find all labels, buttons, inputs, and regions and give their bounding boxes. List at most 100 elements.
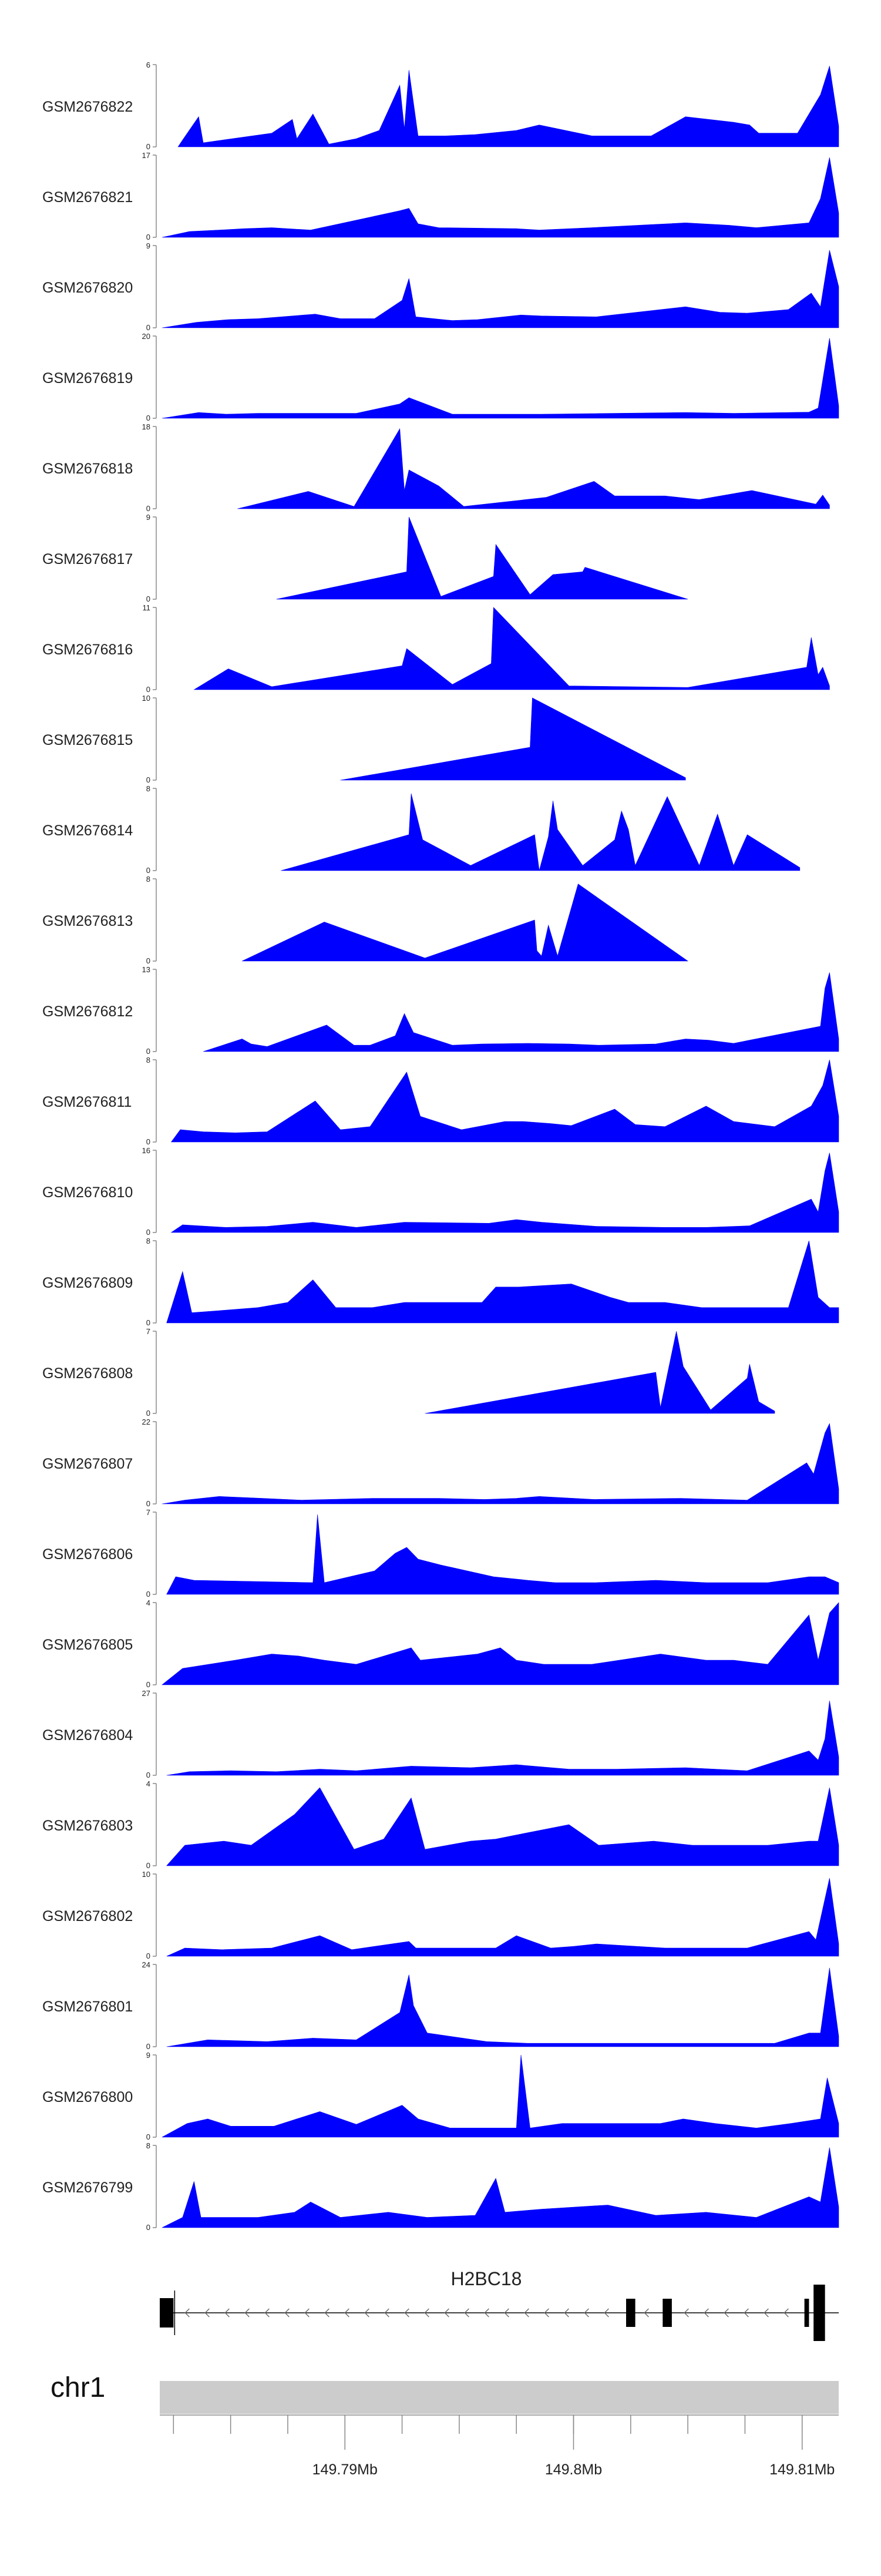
strand-arrow xyxy=(644,2308,649,2318)
track-label: GSM2676809 xyxy=(42,1275,133,1291)
axis-ticks: 149.79Mb 149.8Mb 149.81Mb xyxy=(173,2415,835,2478)
track-yzero-label: 0 xyxy=(146,2132,150,2141)
track-gsm2676816: GSM2676816 11 0 xyxy=(42,603,830,694)
track-yzero-label: 0 xyxy=(146,414,150,422)
track-yzero-label: 0 xyxy=(146,866,150,875)
track-ymax-label: 22 xyxy=(142,1418,150,1426)
coverage-area xyxy=(170,1153,839,1233)
track-gsm2676809: GSM2676809 8 0 xyxy=(42,1237,839,1327)
gene-exons xyxy=(160,2285,825,2341)
track-ymax-label: 8 xyxy=(146,784,150,793)
track-label: GSM2676803 xyxy=(42,1818,133,1834)
track-gsm2676808: GSM2676808 7 0 xyxy=(42,1327,775,1418)
strand-arrow xyxy=(344,2308,349,2318)
strand-arrow xyxy=(684,2308,689,2318)
track-gsm2676813: GSM2676813 8 0 xyxy=(42,875,689,965)
track-yzero-label: 0 xyxy=(146,142,150,151)
strand-arrow xyxy=(404,2308,409,2318)
track-gsm2676802: GSM2676802 10 0 xyxy=(42,1870,839,1960)
track-label: GSM2676813 xyxy=(42,913,133,929)
strand-arrow xyxy=(724,2308,729,2318)
coverage-area xyxy=(241,884,689,962)
track-label: GSM2676799 xyxy=(42,2179,133,2196)
coverage-tracks: GSM267682260GSM2676821170GSM267682090GSM… xyxy=(42,61,839,2232)
track-yzero-label: 0 xyxy=(146,1590,150,1598)
track-label: GSM2676821 xyxy=(42,189,133,206)
strand-arrow xyxy=(784,2308,789,2318)
track-gsm2676805: GSM2676805 4 0 xyxy=(42,1598,839,1689)
track-gsm2676820: GSM2676820 9 0 xyxy=(42,241,839,332)
track-gsm2676810: GSM2676810 16 0 xyxy=(42,1146,839,1237)
track-ymax-label: 17 xyxy=(142,151,150,160)
track-ymax-label: 16 xyxy=(142,1146,150,1155)
track-label: GSM2676812 xyxy=(42,1003,133,1020)
track-gsm2676804: GSM2676804 27 0 xyxy=(42,1689,839,1779)
track-yzero-label: 0 xyxy=(146,956,150,965)
track-label: GSM2676817 xyxy=(42,551,133,567)
track-yzero-label: 0 xyxy=(146,1228,150,1237)
strand-arrow xyxy=(324,2308,329,2318)
coverage-area xyxy=(162,2147,839,2228)
track-yzero-label: 0 xyxy=(146,233,150,241)
coverage-area xyxy=(281,793,801,871)
track-ymax-label: 18 xyxy=(142,422,150,431)
strand-arrow xyxy=(604,2308,609,2318)
track-gsm2676807: GSM2676807 22 0 xyxy=(42,1418,839,1508)
genome-axis-track: chr1 149.79Mb 149.8Mb 149.81Mb xyxy=(51,2372,839,2478)
track-ymax-label: 8 xyxy=(146,2141,150,2150)
coverage-area xyxy=(425,1331,775,1414)
track-ymax-label: 9 xyxy=(146,241,150,250)
track-gsm2676803: GSM2676803 4 0 xyxy=(42,1779,839,1870)
gene-name-label: H2BC18 xyxy=(451,2268,522,2289)
track-yzero-label: 0 xyxy=(146,1499,150,1508)
track-label: GSM2676801 xyxy=(42,1999,133,2015)
track-yzero-label: 0 xyxy=(146,504,150,513)
track-ymax-label: 13 xyxy=(142,965,150,974)
track-gsm2676812: GSM2676812 13 0 xyxy=(42,965,839,1056)
strand-arrow xyxy=(764,2308,769,2318)
track-yzero-label: 0 xyxy=(146,1952,150,1960)
strand-arrow xyxy=(564,2308,569,2318)
coverage-area xyxy=(166,1967,839,2047)
axis-tick-label: 149.81Mb xyxy=(769,2461,835,2478)
coverage-area xyxy=(340,697,686,781)
track-label: GSM2676819 xyxy=(42,370,133,387)
track-gsm2676814: GSM2676814 8 0 xyxy=(42,784,801,875)
track-label: GSM2676822 xyxy=(42,99,133,115)
coverage-area xyxy=(162,1602,839,1685)
track-ymax-label: 20 xyxy=(142,332,150,341)
track-label: GSM2676802 xyxy=(42,1908,133,1925)
coverage-area xyxy=(166,1514,839,1595)
track-yzero-label: 0 xyxy=(146,595,150,603)
track-yzero-label: 0 xyxy=(146,1409,150,1418)
strand-arrow xyxy=(704,2308,709,2318)
chromosome-band xyxy=(160,2381,839,2414)
track-label: GSM2676818 xyxy=(42,461,133,477)
track-gsm2676811: GSM2676811 8 0 xyxy=(42,1056,839,1146)
gene-exon xyxy=(804,2299,809,2327)
track-label: GSM2676811 xyxy=(42,1094,132,1110)
track-yzero-label: 0 xyxy=(146,1771,150,1779)
strand-arrow xyxy=(544,2308,549,2318)
gene-exon xyxy=(663,2299,672,2327)
track-label: GSM2676810 xyxy=(42,1184,133,1201)
coverage-area xyxy=(162,2054,839,2138)
track-ymax-label: 4 xyxy=(146,1598,150,1607)
strand-arrow xyxy=(444,2308,449,2318)
track-label: GSM2676815 xyxy=(42,732,133,748)
track-ymax-label: 10 xyxy=(142,694,150,703)
track-label: GSM2676816 xyxy=(42,642,133,658)
gene-exon xyxy=(160,2298,174,2328)
track-label: GSM2676807 xyxy=(42,1456,133,1472)
track-yzero-label: 0 xyxy=(146,323,150,332)
track-gsm2676806: GSM2676806 7 0 xyxy=(42,1508,839,1598)
gene-exon xyxy=(626,2299,635,2327)
coverage-area xyxy=(162,1423,839,1504)
strand-arrow xyxy=(464,2308,469,2318)
coverage-area xyxy=(170,1059,839,1143)
axis-tick-label: 149.8Mb xyxy=(545,2461,602,2478)
strand-arrow xyxy=(584,2308,589,2318)
strand-arrow xyxy=(224,2308,230,2318)
